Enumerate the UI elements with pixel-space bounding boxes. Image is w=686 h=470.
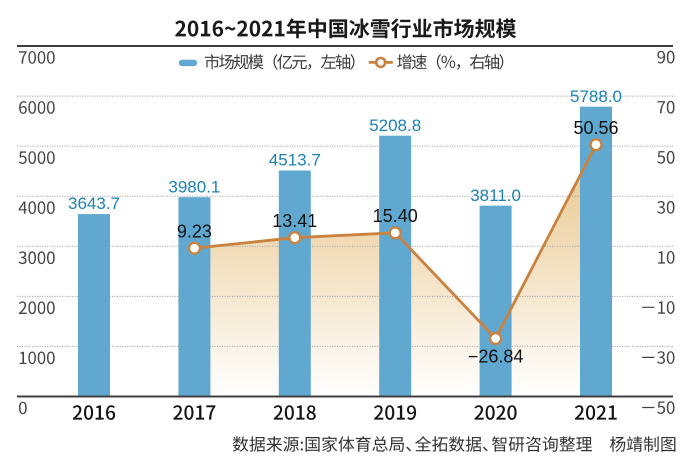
- svg-text:3643.7: 3643.7: [68, 194, 120, 213]
- svg-text:5208.8: 5208.8: [369, 116, 421, 135]
- svg-text:3811.0: 3811.0: [470, 186, 521, 205]
- svg-text:5788.0: 5788.0: [570, 87, 622, 106]
- svg-text:3980.1: 3980.1: [168, 177, 220, 196]
- svg-text:−26.84: −26.84: [468, 346, 524, 366]
- svg-text:9.23: 9.23: [177, 221, 212, 241]
- svg-text:15.40: 15.40: [373, 206, 418, 226]
- svg-text:50.56: 50.56: [573, 118, 618, 138]
- svg-text:4513.7: 4513.7: [269, 151, 321, 170]
- svg-text:13.41: 13.41: [272, 211, 317, 231]
